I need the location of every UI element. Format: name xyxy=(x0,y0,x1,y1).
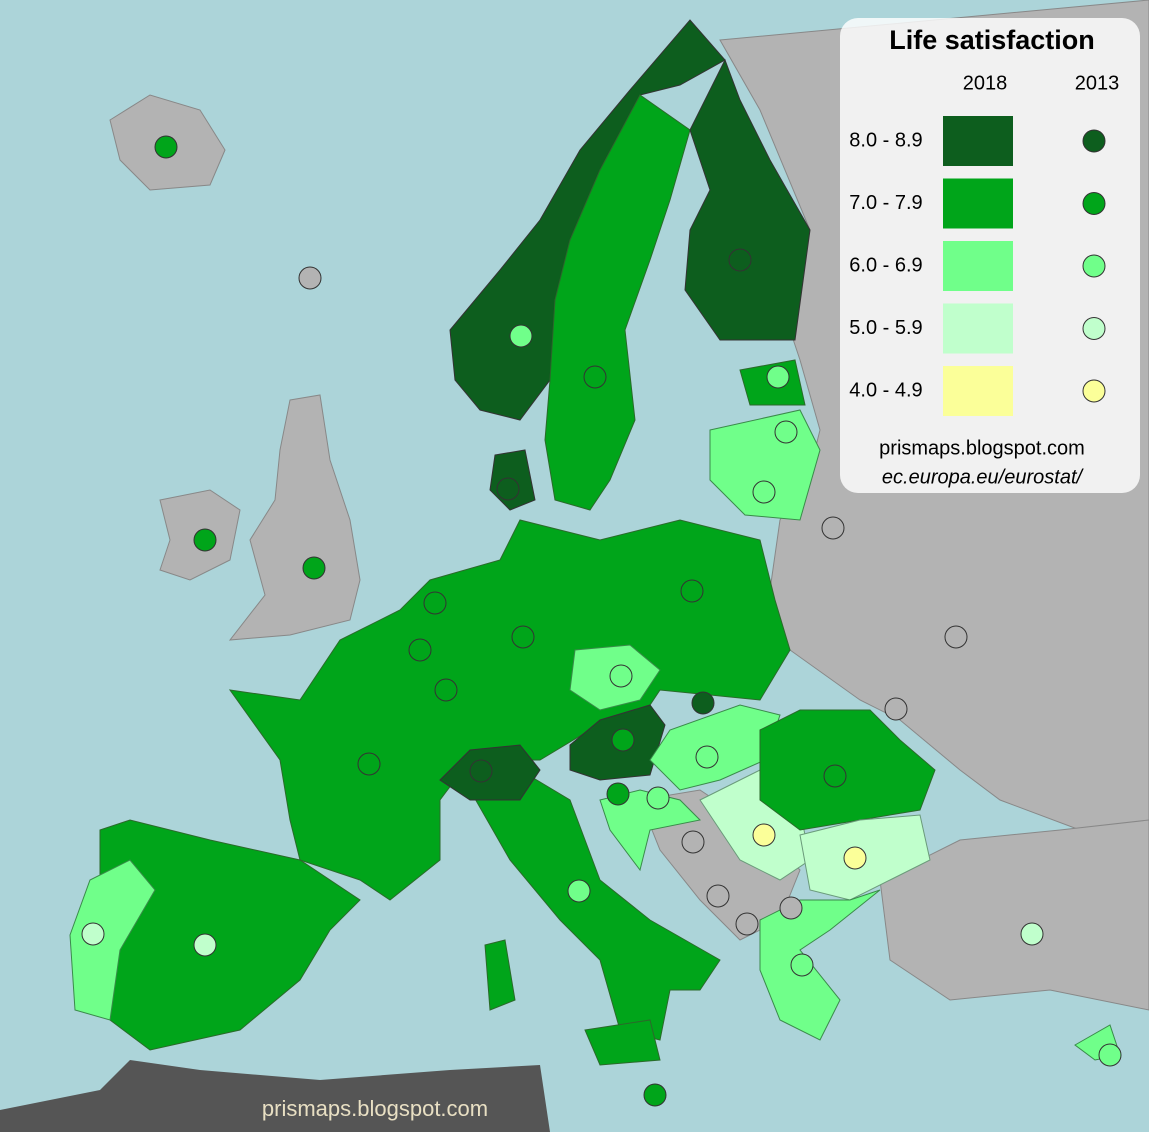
marker xyxy=(567,879,591,903)
marker xyxy=(790,953,814,977)
swatch-2018 xyxy=(943,116,1013,166)
marker xyxy=(823,764,847,788)
marker xyxy=(752,480,776,504)
class-label: 6.0 - 6.9 xyxy=(849,254,922,276)
marker xyxy=(81,922,105,946)
swatch-2018 xyxy=(943,178,1013,229)
swatch-2018 xyxy=(943,303,1013,354)
marker xyxy=(821,516,845,540)
marker xyxy=(779,896,803,920)
marker xyxy=(728,248,752,272)
marker xyxy=(434,678,458,702)
africa xyxy=(0,1060,550,1132)
marker xyxy=(695,745,719,769)
marker xyxy=(843,846,867,870)
marker xyxy=(193,528,217,552)
marker xyxy=(646,786,670,810)
marker xyxy=(298,266,322,290)
marker xyxy=(752,823,776,847)
marker xyxy=(583,365,607,389)
source: prismaps.blogspot.com xyxy=(879,437,1085,459)
marker xyxy=(469,759,493,783)
marker xyxy=(193,933,217,957)
swatch-2018 xyxy=(943,366,1013,416)
marker xyxy=(611,728,635,752)
class-label: 7.0 - 7.9 xyxy=(849,192,922,214)
class-label: 5.0 - 5.9 xyxy=(849,317,922,339)
marker xyxy=(609,664,633,688)
marker xyxy=(680,579,704,603)
marker xyxy=(606,782,630,806)
marker xyxy=(735,912,759,936)
marker xyxy=(691,691,715,715)
marker xyxy=(423,591,447,615)
marker xyxy=(944,625,968,649)
column-header: 2018 xyxy=(963,72,1008,94)
marker xyxy=(1020,922,1044,946)
class-label: 8.0 - 8.9 xyxy=(849,129,922,151)
marker xyxy=(509,324,533,348)
marker xyxy=(496,477,520,501)
marker xyxy=(511,625,535,649)
marker xyxy=(774,420,798,444)
marker xyxy=(1098,1043,1122,1067)
source: ec.europa.eu/eurostat/ xyxy=(882,466,1085,488)
marker xyxy=(154,135,178,159)
markers-2013 xyxy=(81,135,1122,1107)
swatch-2013 xyxy=(1082,192,1106,215)
swatch-2013 xyxy=(1082,317,1106,340)
column-header: 2013 xyxy=(1075,72,1120,94)
marker xyxy=(681,830,705,854)
marker xyxy=(302,556,326,580)
legend: Life satisfaction 2018 2013 prismaps.blo… xyxy=(840,18,1140,493)
swatch-2013 xyxy=(1082,254,1106,278)
marker xyxy=(408,638,432,662)
marker xyxy=(643,1083,667,1107)
swatch-2018 xyxy=(943,241,1013,291)
marker xyxy=(706,884,730,908)
marker xyxy=(357,752,381,776)
marker xyxy=(884,697,908,721)
swatch-2013 xyxy=(1082,129,1106,153)
class-label: 4.0 - 4.9 xyxy=(849,379,922,401)
watermark: prismaps.blogspot.com xyxy=(262,1096,488,1121)
swatch-2013 xyxy=(1082,379,1106,403)
legend-title: Life satisfaction xyxy=(889,25,1095,55)
marker xyxy=(766,365,790,389)
